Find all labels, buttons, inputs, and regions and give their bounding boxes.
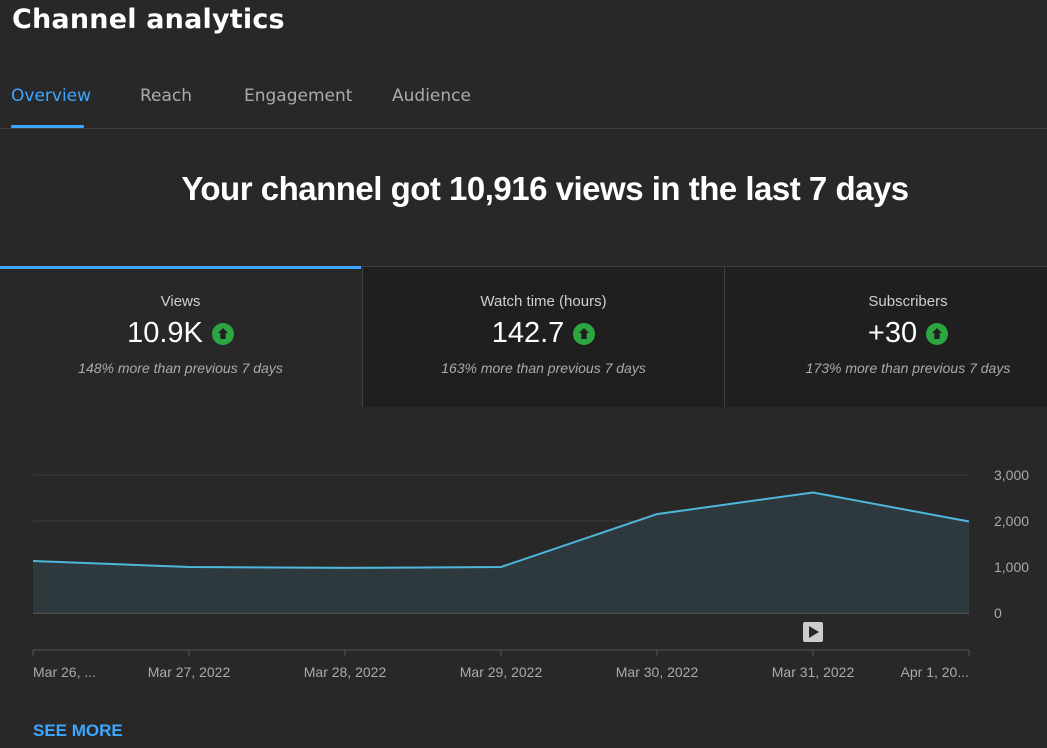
x-tick-label: Mar 29, 2022: [460, 664, 543, 680]
card-value: 142.7: [491, 317, 565, 349]
tab-bar: Overview Reach Engagement Audience: [0, 80, 1047, 129]
views-line-chart: 0 1,000 2,000 3,000 Mar 26, ... Mar 27, 2022 M…: [32, 467, 1029, 680]
y-tick-label: 0: [994, 605, 1002, 621]
x-tick-label: Mar 26, ...: [33, 664, 96, 680]
arrow-up-icon: [211, 322, 234, 345]
metric-cards: Views 10.9K 148% more than previous 7 da…: [0, 266, 1047, 410]
y-tick-label: 3,000: [994, 467, 1029, 483]
y-tick-label: 1,000: [994, 559, 1029, 575]
card-label: Watch time (hours): [480, 293, 607, 310]
card-value: 10.9K: [127, 317, 203, 349]
card-value: +30: [867, 317, 918, 349]
card-value-row: 142.7: [363, 317, 724, 350]
arrow-up-icon: [926, 322, 949, 345]
y-tick-label: 2,000: [994, 513, 1029, 529]
card-value-row: 10.9K: [0, 317, 361, 350]
see-more-link[interactable]: SEE MORE: [33, 721, 123, 740]
active-tab-indicator: [11, 125, 84, 128]
series-area: [33, 492, 969, 613]
play-icon-glyph: [809, 626, 819, 638]
x-tick-label: Apr 1, 20...: [901, 664, 969, 680]
page-title: Channel analytics: [12, 4, 285, 35]
subscribers-card[interactable]: Subscribers +30 173% more than previous …: [724, 267, 1047, 407]
card-comparison: 173% more than previous 7 days: [805, 360, 1011, 376]
tab-overview[interactable]: Overview: [11, 86, 92, 106]
watch-time-card[interactable]: Watch time (hours) 142.7 163% more than …: [362, 267, 724, 407]
tab-reach[interactable]: Reach: [140, 86, 193, 106]
arrow-up-icon: [573, 322, 596, 345]
card-comparison: 148% more than previous 7 days: [78, 360, 283, 376]
tab-engagement[interactable]: Engagement: [244, 86, 353, 106]
views-card[interactable]: Views 10.9K 148% more than previous 7 da…: [0, 266, 361, 410]
views-chart: 0 1,000 2,000 3,000 Mar 26, ... Mar 27, 2022 M…: [0, 406, 1047, 748]
x-tick-label: Mar 31, 2022: [772, 664, 855, 680]
card-label: Views: [160, 293, 201, 310]
card-value-row: +30: [768, 317, 1047, 350]
x-tick-label: Mar 27, 2022: [148, 664, 231, 680]
tab-audience[interactable]: Audience: [392, 86, 471, 106]
x-tick-label: Mar 30, 2022: [616, 664, 699, 680]
card-comparison: 163% more than previous 7 days: [441, 360, 646, 376]
x-tick-label: Mar 28, 2022: [304, 664, 387, 680]
card-label: Subscribers: [868, 293, 948, 310]
summary-headline: Your channel got 10,916 views in the las…: [181, 170, 909, 207]
